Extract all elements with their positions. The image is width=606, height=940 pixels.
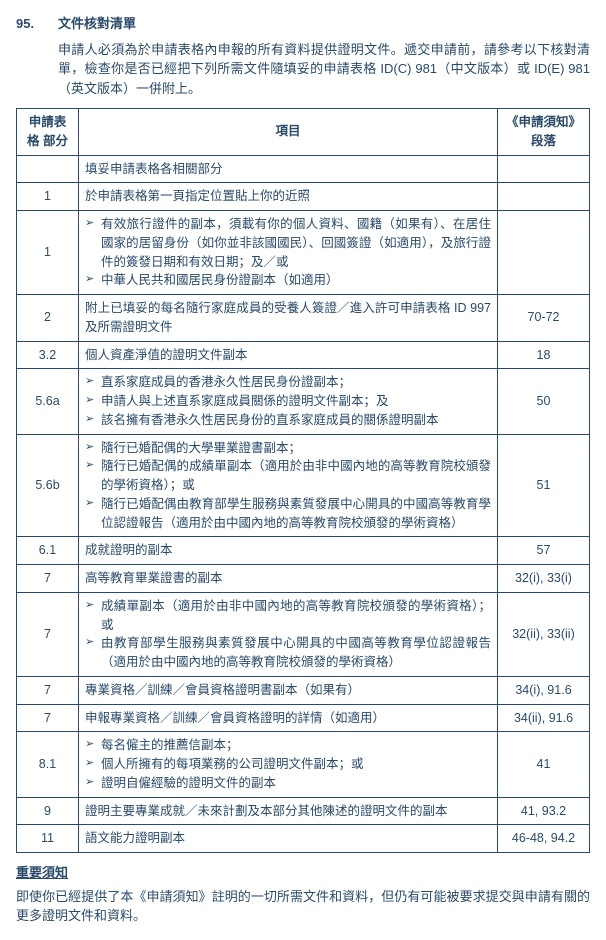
list-item: 成績單副本（適用於由非中國內地的高等教育院校頒發的學術資格）；或 (85, 597, 491, 635)
item-list: 直系家庭成員的香港永久性居民身份證副本；申請人與上述直系家庭成員關係的證明文件副… (85, 373, 491, 429)
table-row: 1有效旅行證件的副本，須載有你的個人資料、國籍（如果有）、在居住國家的居留身份（… (17, 211, 590, 295)
cell-para: 34(ii), 91.6 (498, 704, 590, 732)
cell-part: 3.2 (17, 341, 79, 369)
item-list: 每名僱主的推薦信副本；個人所擁有的每項業務的公司證明文件副本；或證明自僱經驗的證… (85, 736, 491, 792)
cell-part: 7 (17, 676, 79, 704)
table-row: 5.6b隨行已婚配偶的大學畢業證書副本；隨行已婚配偶的成績單副本（適用於由非中國… (17, 434, 590, 537)
section-title: 文件核對清單 (58, 14, 136, 34)
cell-item: 高等教育畢業證書的副本 (79, 565, 498, 593)
checklist-table: 申請表格 部分 項目 《申請須知》 段落 填妥申請表格各相關部分1於申請表格第一… (16, 108, 590, 853)
section-number: 95. (16, 14, 58, 34)
cell-item: 填妥申請表格各相關部分 (79, 155, 498, 183)
cell-para: 32(i), 33(i) (498, 565, 590, 593)
cell-para: 18 (498, 341, 590, 369)
table-row: 6.1成就證明的副本57 (17, 537, 590, 565)
item-list: 有效旅行證件的副本，須載有你的個人資料、國籍（如果有）、在居住國家的居留身份（如… (85, 215, 491, 290)
header-para: 《申請須知》 段落 (498, 109, 590, 156)
list-item: 由教育部學生服務與素質發展中心開具的中國高等教育學位認證報告（適用於由中國內地的… (85, 634, 491, 672)
item-list: 隨行已婚配偶的大學畢業證書副本；隨行已婚配偶的成績單副本（適用於由非中國內地的高… (85, 439, 491, 533)
cell-para: 51 (498, 434, 590, 537)
cell-part: 7 (17, 565, 79, 593)
list-item: 直系家庭成員的香港永久性居民身份證副本； (85, 373, 491, 392)
list-item: 個人所擁有的每項業務的公司證明文件副本；或 (85, 755, 491, 774)
list-item: 隨行已婚配偶的成績單副本（適用於由非中國內地的高等教育院校頒發的學術資格）；或 (85, 457, 491, 495)
cell-para: 46-48, 94.2 (498, 825, 590, 853)
cell-item: 隨行已婚配偶的大學畢業證書副本；隨行已婚配偶的成績單副本（適用於由非中國內地的高… (79, 434, 498, 537)
list-item: 證明自僱經驗的證明文件的副本 (85, 774, 491, 793)
header-part: 申請表格 部分 (17, 109, 79, 156)
list-item: 申請人與上述直系家庭成員關係的證明文件副本；及 (85, 392, 491, 411)
table-row: 7申報專業資格／訓練／會員資格證明的詳情（如適用）34(ii), 91.6 (17, 704, 590, 732)
table-row: 3.2個人資產淨值的證明文件副本18 (17, 341, 590, 369)
cell-part: 8.1 (17, 732, 79, 797)
cell-part: 6.1 (17, 537, 79, 565)
table-row: 填妥申請表格各相關部分 (17, 155, 590, 183)
list-item: 每名僱主的推薦信副本； (85, 736, 491, 755)
cell-para: 41 (498, 732, 590, 797)
cell-part: 5.6a (17, 369, 79, 434)
list-item: 中華人民共和國居民身份證副本（如適用） (85, 271, 491, 290)
table-row: 7高等教育畢業證書的副本32(i), 33(i) (17, 565, 590, 593)
cell-item: 證明主要專業成就／未來計劃及本部分其他陳述的證明文件的副本 (79, 797, 498, 825)
table-row: 7專業資格／訓練／會員資格證明書副本（如果有）34(i), 91.6 (17, 676, 590, 704)
table-row: 11語文能力證明副本46-48, 94.2 (17, 825, 590, 853)
cell-part: 11 (17, 825, 79, 853)
table-row: 5.6a直系家庭成員的香港永久性居民身份證副本；申請人與上述直系家庭成員關係的證… (17, 369, 590, 434)
cell-item: 成就證明的副本 (79, 537, 498, 565)
cell-part: 5.6b (17, 434, 79, 537)
cell-para: 57 (498, 537, 590, 565)
list-item: 隨行已婚配偶由教育部學生服務與素質發展中心開具的中國高等教育學位認證報告（適用於… (85, 495, 491, 533)
header-item: 項目 (79, 109, 498, 156)
cell-part: 1 (17, 211, 79, 295)
cell-para: 32(ii), 33(ii) (498, 592, 590, 676)
cell-part: 1 (17, 183, 79, 211)
list-item: 該名擁有香港永久性居民身份的直系家庭成員的關係證明副本 (85, 411, 491, 430)
cell-item: 申報專業資格／訓練／會員資格證明的詳情（如適用） (79, 704, 498, 732)
cell-para (498, 183, 590, 211)
note-body: 即使你已經提供了本《申請須知》註明的一切所需文件和資料，但仍有可能被要求提交與申… (16, 887, 590, 926)
cell-part: 7 (17, 704, 79, 732)
list-item: 有效旅行證件的副本，須載有你的個人資料、國籍（如果有）、在居住國家的居留身份（如… (85, 215, 491, 271)
table-row: 7成績單副本（適用於由非中國內地的高等教育院校頒發的學術資格）；或由教育部學生服… (17, 592, 590, 676)
cell-para: 34(i), 91.6 (498, 676, 590, 704)
table-row: 8.1每名僱主的推薦信副本；個人所擁有的每項業務的公司證明文件副本；或證明自僱經… (17, 732, 590, 797)
cell-item: 專業資格／訓練／會員資格證明書副本（如果有） (79, 676, 498, 704)
cell-para (498, 211, 590, 295)
table-row: 1於申請表格第一頁指定位置貼上你的近照 (17, 183, 590, 211)
cell-item: 有效旅行證件的副本，須載有你的個人資料、國籍（如果有）、在居住國家的居留身份（如… (79, 211, 498, 295)
item-list: 成績單副本（適用於由非中國內地的高等教育院校頒發的學術資格）；或由教育部學生服務… (85, 597, 491, 672)
cell-item: 附上已填妥的每名隨行家庭成員的受養人簽證／進入許可申請表格 ID 997 及所需… (79, 295, 498, 342)
note-title: 重要須知 (16, 863, 590, 883)
cell-item: 個人資產淨值的證明文件副本 (79, 341, 498, 369)
cell-item: 每名僱主的推薦信副本；個人所擁有的每項業務的公司證明文件副本；或證明自僱經驗的證… (79, 732, 498, 797)
cell-para: 70-72 (498, 295, 590, 342)
cell-item: 於申請表格第一頁指定位置貼上你的近照 (79, 183, 498, 211)
cell-item: 成績單副本（適用於由非中國內地的高等教育院校頒發的學術資格）；或由教育部學生服務… (79, 592, 498, 676)
intro-text: 申請人必須為於申請表格內申報的所有資料提供證明文件。遞交申請前，請參考以下核對清… (58, 40, 590, 99)
cell-part (17, 155, 79, 183)
list-item: 隨行已婚配偶的大學畢業證書副本； (85, 439, 491, 458)
table-row: 2附上已填妥的每名隨行家庭成員的受養人簽證／進入許可申請表格 ID 997 及所… (17, 295, 590, 342)
cell-part: 9 (17, 797, 79, 825)
table-row: 9證明主要專業成就／未來計劃及本部分其他陳述的證明文件的副本41, 93.2 (17, 797, 590, 825)
cell-item: 直系家庭成員的香港永久性居民身份證副本；申請人與上述直系家庭成員關係的證明文件副… (79, 369, 498, 434)
cell-para: 50 (498, 369, 590, 434)
cell-para (498, 155, 590, 183)
cell-item: 語文能力證明副本 (79, 825, 498, 853)
cell-part: 2 (17, 295, 79, 342)
cell-part: 7 (17, 592, 79, 676)
cell-para: 41, 93.2 (498, 797, 590, 825)
